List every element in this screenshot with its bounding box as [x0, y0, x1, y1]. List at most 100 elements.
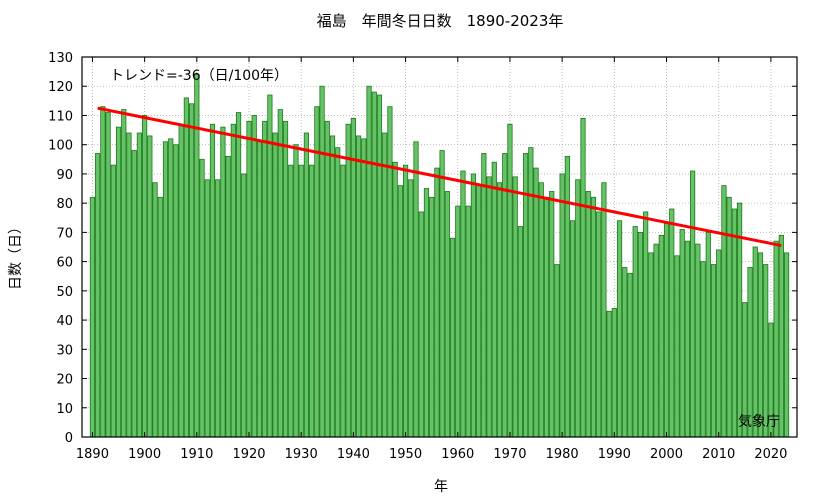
y-tick-label: 30: [56, 343, 73, 358]
bar-1995: [637, 231, 644, 438]
bar-1979: [554, 264, 560, 438]
bar-1945: [376, 94, 383, 438]
bar-1988: [601, 182, 607, 438]
bar-1993: [627, 272, 633, 438]
y-tick-label: 20: [56, 373, 73, 388]
bar-2011: [721, 185, 727, 438]
bar-1918: [235, 112, 242, 438]
bar-1951: [408, 179, 414, 438]
bar-1933: [314, 106, 320, 438]
bar-1985: [585, 191, 591, 438]
bar-1931: [303, 132, 310, 438]
bar-1966: [486, 176, 492, 438]
bar-1915: [220, 126, 226, 438]
y-tick-label: 70: [56, 226, 73, 241]
bar-1950: [402, 164, 409, 438]
bar-1976: [538, 182, 544, 438]
bar-1965: [481, 153, 487, 438]
bar-1938: [340, 164, 346, 438]
bar-1969: [502, 153, 508, 438]
bar-1892: [100, 106, 106, 438]
bar-1943: [366, 85, 372, 438]
bar-1961: [460, 170, 466, 438]
x-tick-label: 1980: [546, 447, 579, 462]
source-credit: 気象庁: [738, 414, 780, 430]
bar-1983: [575, 179, 581, 438]
bar-1901: [147, 135, 153, 438]
bar-1987: [596, 211, 602, 438]
bar-2017: [752, 246, 758, 438]
bar-1899: [136, 132, 143, 438]
bar-1890: [89, 196, 96, 438]
x-tick-label: 1950: [389, 447, 422, 462]
bar-2007: [700, 261, 706, 438]
y-tick-label: 40: [56, 314, 73, 329]
bar-1963: [470, 173, 477, 438]
bar-2002: [674, 255, 680, 438]
bar-1940: [350, 117, 356, 438]
bar-1953: [418, 211, 424, 438]
bar-2003: [679, 229, 685, 438]
bar-1916: [225, 155, 231, 438]
bar-1948: [392, 161, 398, 438]
bar-2022: [778, 234, 784, 438]
bar-1959: [449, 237, 456, 438]
x-tick-label: 2020: [754, 447, 787, 462]
bar-1937: [335, 147, 341, 438]
bar-1924: [267, 94, 273, 438]
x-axis-label: 年: [434, 479, 448, 495]
x-tick-label: 1990: [598, 447, 631, 462]
bar-1944: [371, 91, 377, 438]
y-tick-label: 10: [56, 402, 73, 417]
bar-1958: [444, 191, 450, 438]
x-tick-label: 1900: [128, 447, 161, 462]
bar-1982: [569, 220, 576, 438]
y-tick-label: 120: [48, 80, 73, 95]
bar-1926: [277, 109, 283, 438]
bar-1895: [115, 126, 122, 438]
bar-1932: [309, 164, 315, 438]
bar-1891: [95, 153, 101, 438]
bar-1925: [272, 132, 278, 438]
bar-1986: [590, 196, 597, 438]
bar-1970: [507, 123, 513, 438]
bar-1996: [643, 211, 649, 438]
y-tick-label: 90: [56, 168, 73, 183]
x-tick-label: 1970: [493, 447, 526, 462]
bar-1917: [230, 123, 236, 438]
bar-1912: [204, 179, 210, 438]
x-tick-label: 1930: [285, 447, 318, 462]
bar-1935: [324, 120, 330, 438]
trend-line: [97, 106, 782, 248]
bar-1894: [110, 164, 116, 438]
bar-1923: [262, 120, 268, 438]
bar-2016: [747, 267, 753, 438]
bar-2010: [716, 249, 722, 438]
x-tick-label: 2000: [650, 447, 683, 462]
bar-1920: [246, 120, 252, 438]
bar-2019: [763, 264, 769, 438]
bar-2021: [773, 240, 779, 438]
bar-1904: [162, 141, 169, 438]
bar-1905: [168, 138, 174, 438]
bar-1907: [178, 123, 184, 438]
bar-1946: [382, 132, 388, 438]
bar-2006: [695, 243, 701, 438]
bar-1957: [439, 150, 445, 438]
x-axis-ticks: 1890 1900 1910 1920 1930 1940 1950 1960 1970 1980…: [76, 57, 787, 462]
bar-1942: [361, 138, 367, 438]
bar-1936: [329, 135, 336, 438]
bar-1929: [293, 144, 299, 438]
bar-1954: [423, 188, 430, 438]
x-tick-label: 1910: [180, 447, 213, 462]
bar-1921: [251, 115, 257, 438]
chart-title: 福島 年間冬日日数 1890-2023年: [317, 12, 564, 30]
plot-frame: [81, 56, 798, 438]
bar-1999: [658, 234, 664, 438]
bar-1981: [564, 155, 570, 438]
bar-1967: [491, 161, 497, 438]
bar-2008: [705, 231, 711, 438]
bar-1927: [282, 120, 289, 438]
x-tick-label: 1920: [232, 447, 265, 462]
